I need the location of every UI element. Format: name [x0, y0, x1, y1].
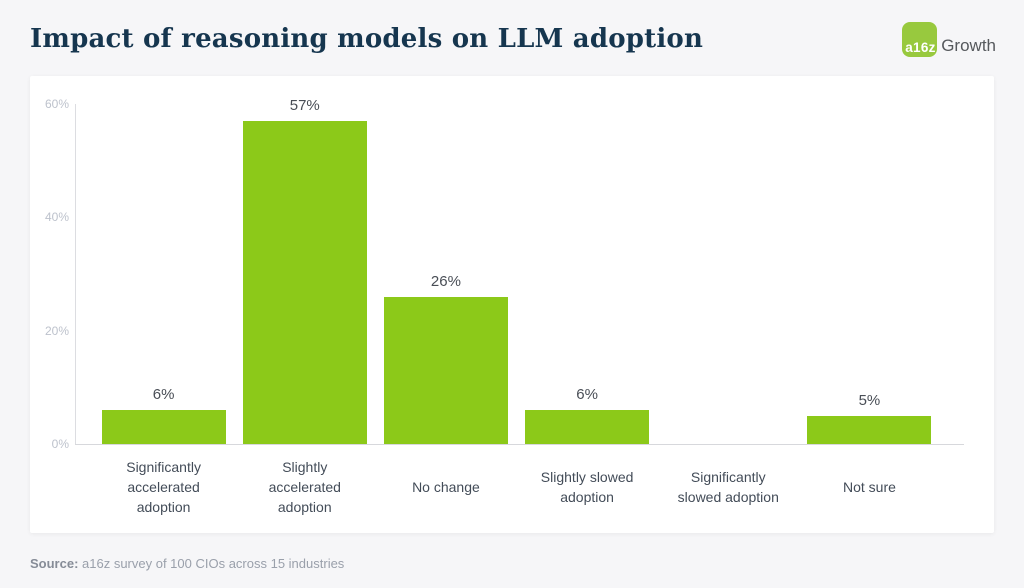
bar — [101, 410, 226, 444]
chart-card: 0% 20% 40% 60% 6% 57% 26% 6% 5% Significantly a… — [30, 76, 994, 533]
bar — [525, 410, 650, 444]
logo-growth-label: Growth — [941, 35, 996, 55]
bar — [807, 416, 932, 444]
y-tick-label: 20% — [44, 323, 69, 338]
bar — [242, 121, 367, 444]
x-axis-category-label: No change — [412, 479, 480, 495]
bar-value-label: 26% — [430, 273, 461, 290]
bar-slot: 26% — [375, 274, 516, 444]
x-axis-category-label: Significantly accelerated adoption — [126, 459, 201, 515]
y-tick-label: 0% — [51, 437, 69, 451]
x-axis-labels: Significantly accelerated adoption Slight… — [93, 454, 940, 520]
source-text: a16z survey of 100 CIOs across 15 indust… — [78, 556, 345, 571]
bar-slot: 57% — [234, 98, 375, 444]
bar-chart: 0% 20% 40% 60% 6% 57% 26% 6% 5% Significantly a… — [30, 76, 994, 533]
bar-value-label: 57% — [289, 97, 320, 114]
x-axis-category-label: Slightly accelerated adoption — [268, 459, 341, 515]
x-axis-category-label: Significantly slowed adoption — [677, 469, 779, 505]
source-label: Source: — [30, 556, 79, 571]
header: Impact of reasoning models on LLM adopti… — [30, 18, 996, 60]
bar-slot: 6% — [517, 387, 658, 444]
bar — [383, 297, 508, 444]
y-tick-label: 40% — [44, 210, 69, 225]
y-tick-label: 60% — [44, 97, 69, 111]
y-axis-line — [75, 104, 76, 444]
bar-value-label: 6% — [576, 386, 598, 403]
bar-slot — [658, 421, 799, 444]
x-axis-line — [75, 444, 964, 445]
a16z-logo-icon: a16z — [902, 21, 938, 57]
bars-area: 6% 57% 26% 6% 5% — [93, 98, 940, 444]
bar-value-label: 5% — [858, 392, 881, 409]
bar-slot: 5% — [799, 393, 940, 444]
bar-slot: 6% — [93, 387, 234, 444]
a16z-logo-text: a16z — [905, 39, 936, 55]
source-note: Source: a16z survey of 100 CIOs across 1… — [30, 556, 344, 571]
x-axis-category-label: Not sure — [842, 479, 896, 495]
bar-value-label: 6% — [152, 386, 175, 403]
x-axis-category-label: Slightly slowed adoption — [540, 469, 634, 505]
page-title: Impact of reasoning models on LLM adopti… — [30, 24, 704, 54]
brand-logo: a16z Growth — [902, 21, 996, 57]
